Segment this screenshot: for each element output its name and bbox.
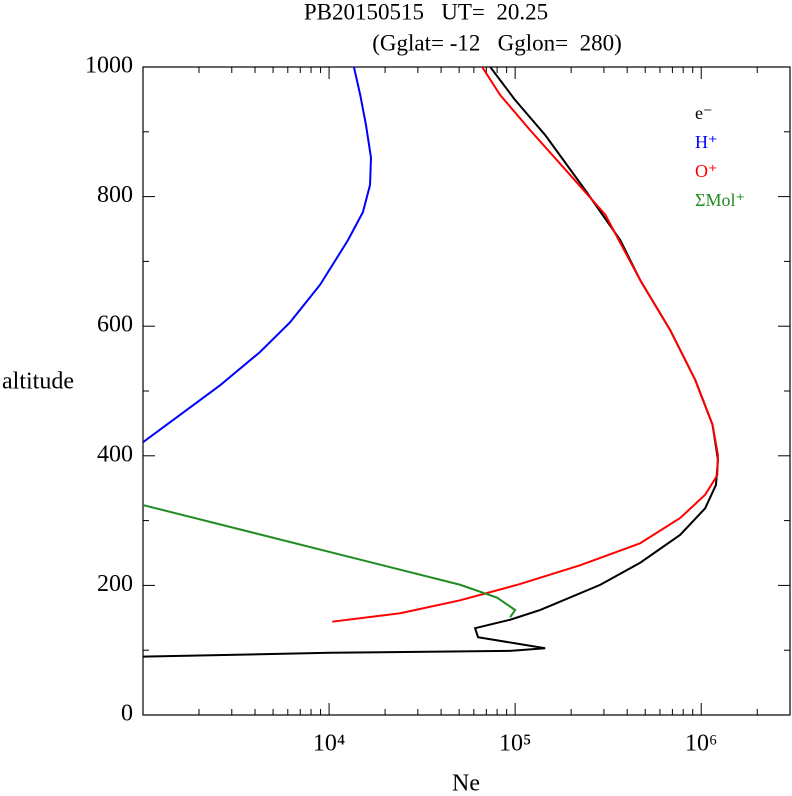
chart-title: PB20150515 UT= 20.25 — [304, 0, 548, 24]
x-axis-label: Ne — [452, 771, 480, 796]
series-line — [143, 67, 373, 443]
y-tick-label: 400 — [97, 441, 133, 467]
legend-entry: ΣMol⁺ — [695, 190, 745, 210]
y-tick-label: 1000 — [85, 53, 133, 79]
legend-entry: e⁻ — [695, 103, 713, 123]
y-tick-label: 600 — [97, 312, 133, 338]
series-line — [332, 67, 719, 623]
x-tick-label: 10⁵ — [499, 731, 531, 757]
plot-frame — [142, 66, 791, 716]
chart-subtitle: (Gglat= -12 Gglon= 280) — [372, 30, 622, 55]
x-tick-label: 10⁶ — [685, 731, 717, 757]
legend-entry: O⁺ — [695, 161, 718, 181]
series-line — [143, 67, 719, 658]
y-tick-label: 0 — [121, 701, 133, 727]
y-tick-label: 800 — [97, 182, 133, 208]
series-line — [143, 504, 517, 618]
y-axis-label: altitude — [2, 369, 74, 395]
x-tick-label: 10⁴ — [313, 731, 345, 757]
y-tick-label: 200 — [97, 571, 133, 597]
legend-entry: H⁺ — [695, 132, 718, 152]
